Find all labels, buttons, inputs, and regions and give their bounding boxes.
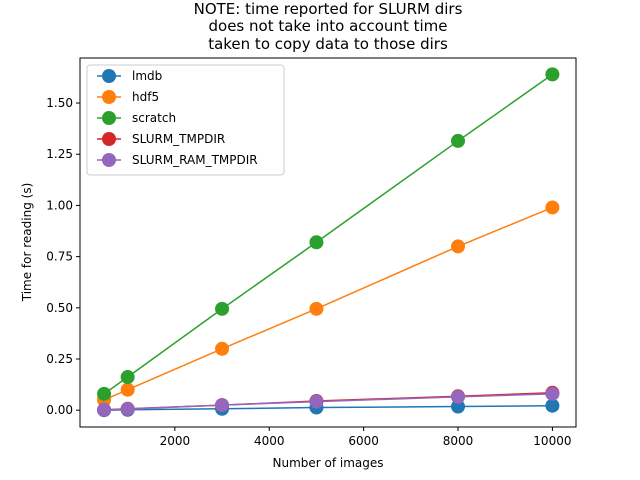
- data-point: [451, 389, 466, 404]
- x-tick-label: 2000: [160, 434, 191, 448]
- data-point: [309, 394, 324, 409]
- y-axis-label: Time for reading (s): [20, 183, 34, 303]
- data-point: [120, 382, 135, 397]
- data-point: [451, 399, 466, 414]
- x-tick-label: 8000: [443, 434, 474, 448]
- x-tick-label: 6000: [348, 434, 379, 448]
- legend-marker: [102, 69, 116, 83]
- title-line-3: taken to copy data to those dirs: [208, 35, 448, 53]
- data-point: [97, 386, 112, 401]
- x-axis-label: Number of images: [272, 456, 383, 470]
- data-point: [120, 401, 135, 416]
- y-tick-label: 1.25: [46, 147, 73, 161]
- x-axis-ticks: 2000 4000 6000 8000 10000: [160, 427, 571, 448]
- y-tick-label: 0.75: [46, 250, 73, 264]
- legend-marker: [102, 111, 116, 125]
- plot-area: [79, 57, 577, 428]
- x-tick-label: 4000: [254, 434, 285, 448]
- y-tick-label: 0.25: [46, 352, 73, 366]
- data-point: [451, 133, 466, 148]
- series-scratch: [97, 67, 560, 401]
- legend-marker: [102, 90, 116, 104]
- series-line: [103, 206, 553, 401]
- data-point: [215, 301, 230, 316]
- legend: lmdb hdf5 scratch SLURM_TMPDIR SLURM_RAM_TMP…: [86, 64, 285, 176]
- data-point: [120, 370, 135, 385]
- legend-marker: [102, 132, 116, 146]
- data-point: [215, 341, 230, 356]
- data-point: [545, 398, 560, 413]
- legend-box: [86, 64, 285, 176]
- legend-label: scratch: [132, 111, 176, 125]
- data-point: [215, 398, 230, 413]
- data-point: [97, 402, 112, 417]
- title-line-2: does not take into account time: [209, 17, 448, 35]
- chart-title: NOTE: time reported for SLURM dirs does …: [194, 0, 463, 53]
- data-point: [545, 67, 560, 82]
- data-point: [545, 200, 560, 215]
- y-tick-label: 1.00: [46, 198, 73, 212]
- series-hdf5: [97, 200, 560, 407]
- data-point: [545, 386, 560, 401]
- data-point: [309, 301, 324, 316]
- title-line-1: NOTE: time reported for SLURM dirs: [194, 0, 463, 18]
- plot-series: [97, 67, 560, 418]
- y-tick-label: 0.50: [46, 301, 73, 315]
- data-point: [451, 239, 466, 254]
- legend-label: SLURM_RAM_TMPDIR: [132, 153, 258, 167]
- legend-label: SLURM_TMPDIR: [132, 132, 225, 146]
- legend-marker: [102, 153, 116, 167]
- data-point: [309, 235, 324, 250]
- y-tick-label: 0.00: [46, 403, 73, 417]
- y-axis-ticks: 0.00 0.25 0.50 0.75 1.00 1.25 1.50: [46, 96, 80, 417]
- series-SLURM_RAM_TMPDIR: [97, 386, 560, 417]
- y-tick-label: 1.50: [46, 96, 73, 110]
- legend-label: hdf5: [132, 90, 159, 104]
- x-tick-label: 10000: [533, 434, 571, 448]
- legend-label: lmdb: [132, 69, 162, 83]
